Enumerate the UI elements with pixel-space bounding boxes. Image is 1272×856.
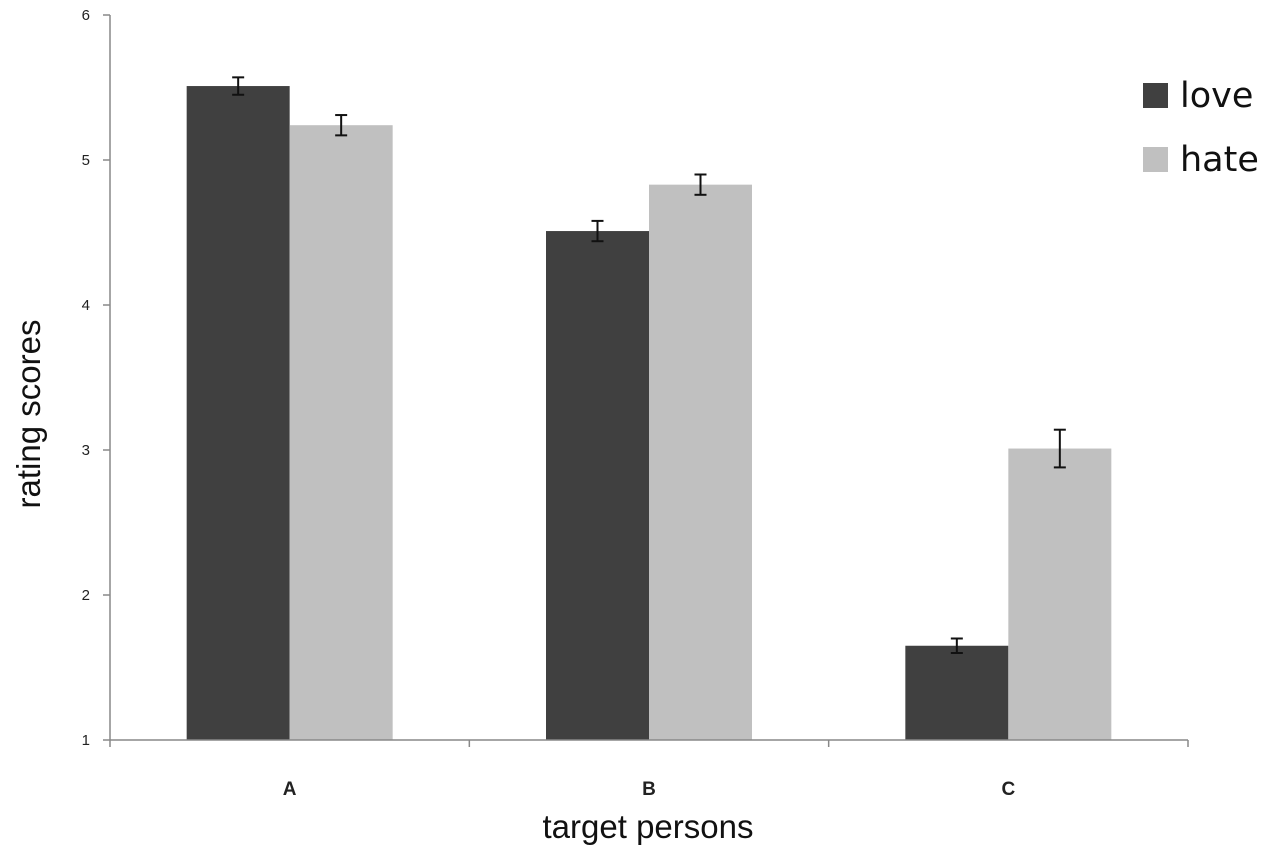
axes <box>109 15 1188 741</box>
error-bar-hate-C <box>1053 428 1066 469</box>
y-tick-label: 6 <box>82 7 90 24</box>
legend-label-hate: hate <box>1180 140 1259 180</box>
error-bar-love-C <box>950 637 963 654</box>
y-tick-label: 4 <box>82 297 90 314</box>
ticks-layer: 1 2 3 4 5 6 A B C <box>82 7 1189 800</box>
legend: love hate <box>1143 76 1259 180</box>
bars-layer <box>186 86 1112 741</box>
y-tick-label: 1 <box>82 732 90 749</box>
error-bar-hate-A <box>335 114 348 137</box>
error-bar-hate-B <box>694 173 707 196</box>
legend-swatch-hate <box>1143 147 1168 172</box>
y-axis-title: rating scores <box>10 320 47 509</box>
y-tick-label: 2 <box>82 587 90 604</box>
bar-love-A <box>186 86 290 741</box>
error-bar-love-B <box>591 219 604 243</box>
y-tick-label: 3 <box>82 442 90 459</box>
error-bars-layer <box>232 76 1066 654</box>
bar-hate-A <box>289 125 393 740</box>
bar-hate-B <box>649 184 752 740</box>
y-tick-label: 5 <box>82 152 90 169</box>
bar-love-B <box>546 231 649 741</box>
legend-label-love: love <box>1180 76 1253 116</box>
x-tick-label: C <box>1001 779 1015 800</box>
x-tick-label: B <box>642 779 656 800</box>
x-axis-title: target persons <box>543 808 754 845</box>
bar-love-C <box>905 645 1009 740</box>
bar-hate-C <box>1008 448 1112 740</box>
legend-swatch-love <box>1143 83 1168 108</box>
x-tick-label: A <box>283 779 297 800</box>
error-bar-love-A <box>232 76 245 96</box>
